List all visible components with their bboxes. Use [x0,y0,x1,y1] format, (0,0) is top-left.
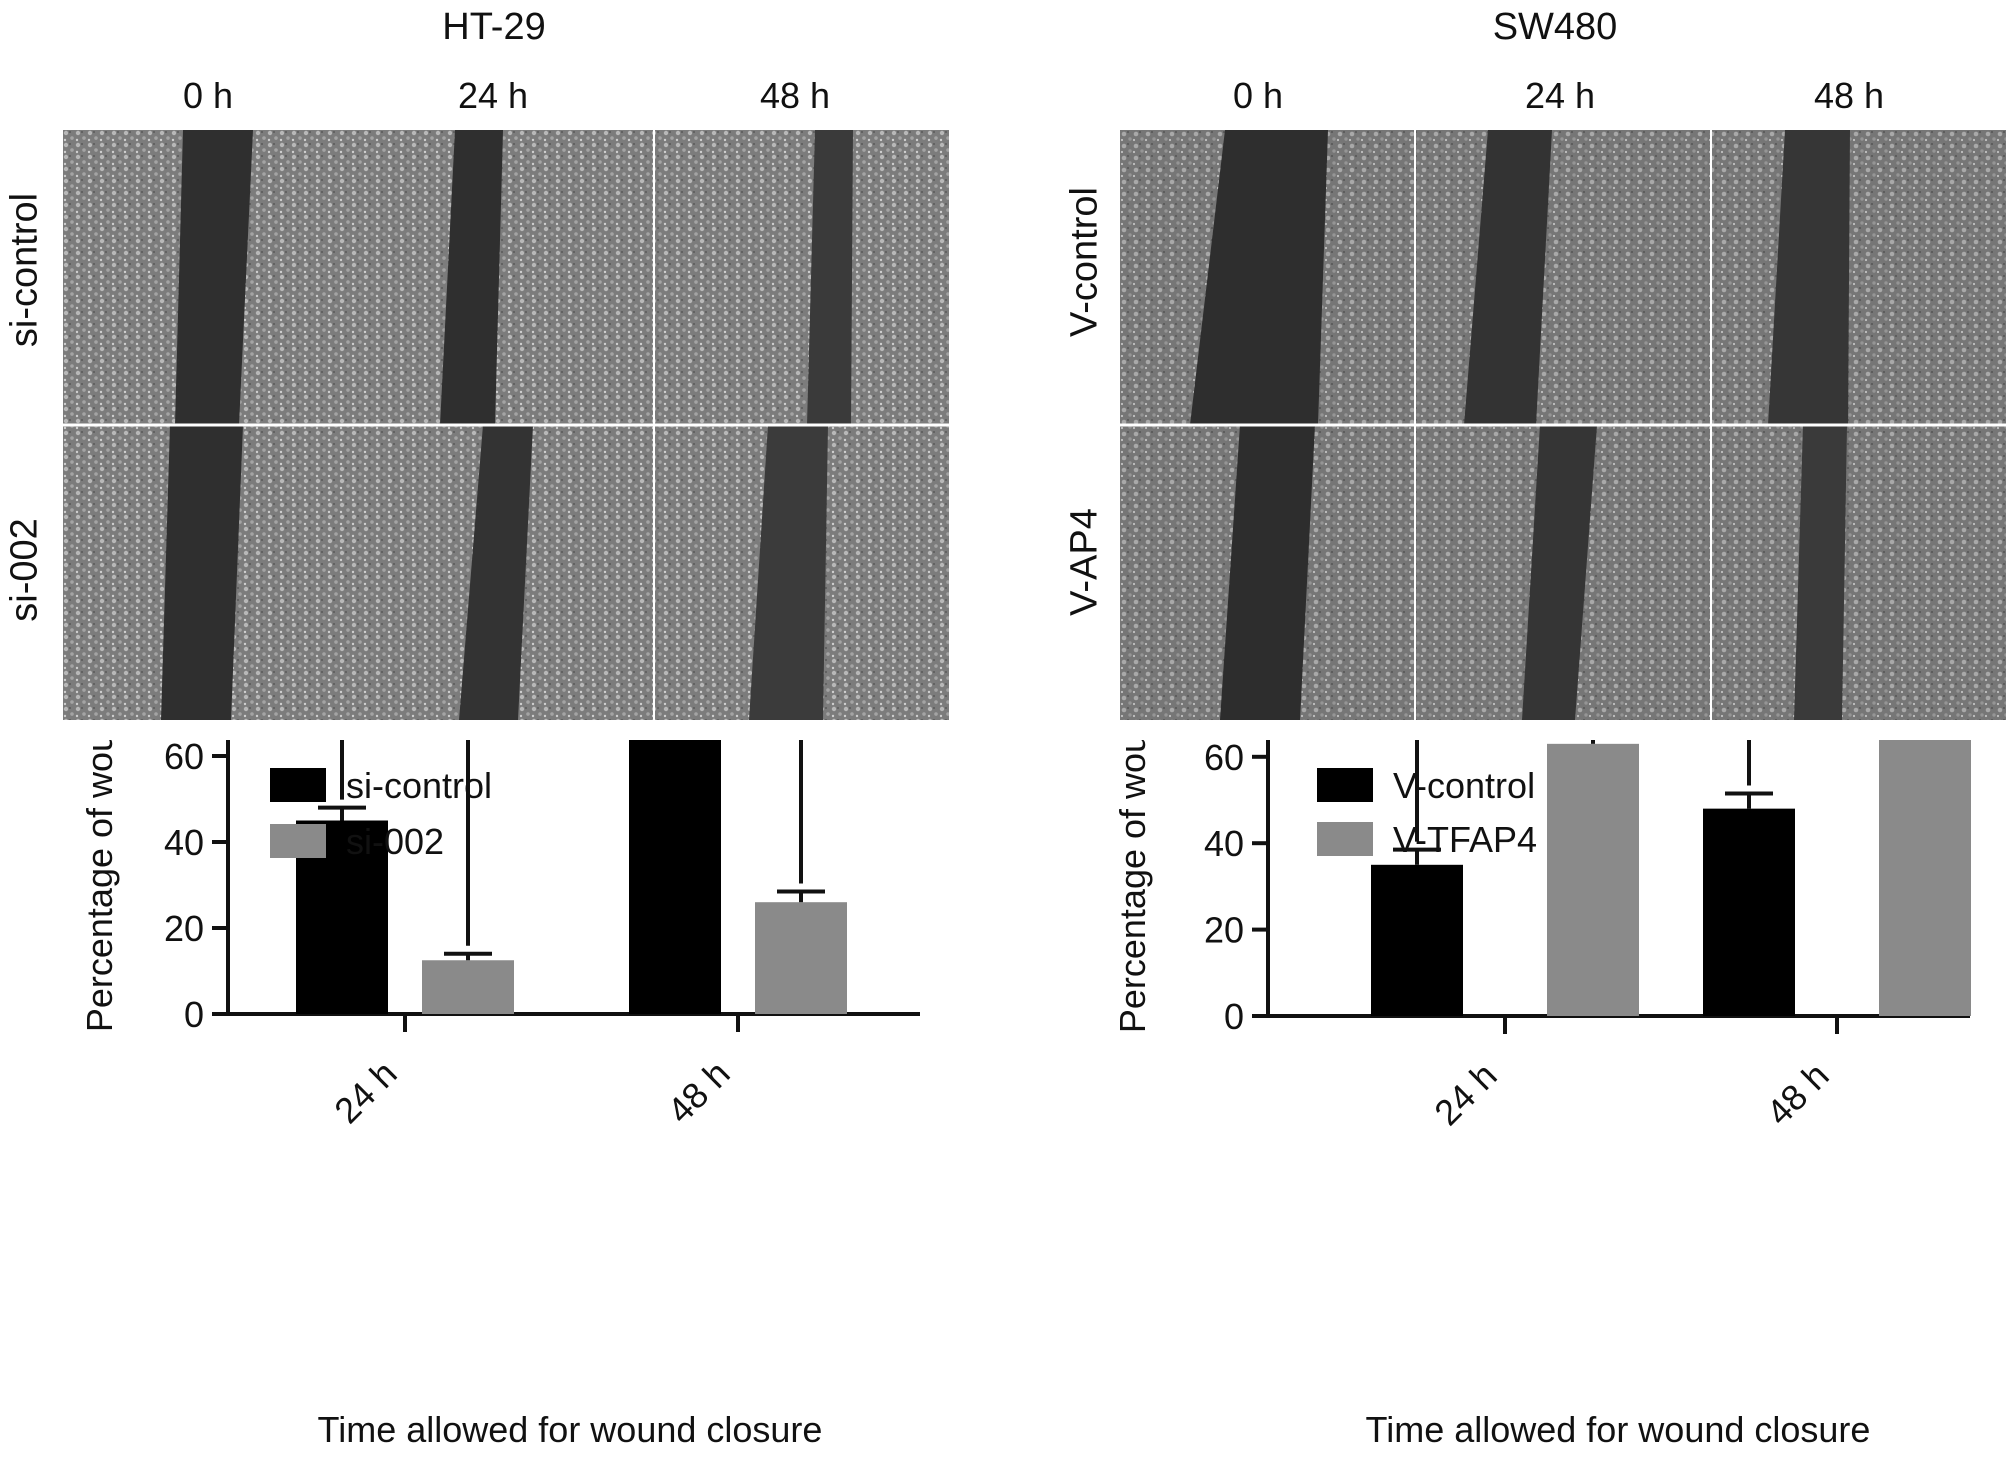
row-label-v-ap4: V-AP4 [1063,508,1106,616]
wound-gap [1768,130,1850,425]
y-tick-label: 20 [164,908,204,949]
wound-gap [1220,425,1315,720]
col-label-right-0h: 0 h [1232,75,1284,116]
wound-gap [1464,130,1552,425]
wound-gap [807,130,853,425]
wound-gap [749,425,828,720]
bar [422,960,514,1014]
legend-swatch [1317,822,1373,856]
wound-gap [1794,425,1847,720]
micrograph-grid-right [1120,130,2006,720]
x-tick-label: 24 h [1426,1055,1505,1134]
y-tick-label: 20 [1204,910,1244,951]
y-tick-label: 0 [1224,996,1244,1037]
y-axis-label: Percentage of wound closure [1112,740,1153,1033]
significance-bracket [1415,740,1419,842]
legend-swatch [270,824,326,858]
legend-label: si-002 [346,821,444,862]
row-label-v-control: V-control [1063,187,1106,337]
x-axis-label: Time allowed for wound closure [1366,1409,1871,1450]
col-label-left-48h: 48 h [759,75,831,116]
wound-gap [440,130,503,425]
panel-title-right: SW480 [1492,6,1618,48]
bar [755,902,847,1014]
col-label-right-24h: 24 h [1524,75,1596,116]
bar-chart-ht29: 020406080100Percentage of wound closure*… [79,740,920,1450]
legend-label: V-control [1393,765,1535,806]
wound-gap [459,425,533,720]
y-axis-label: Percentage of wound closure [79,740,120,1032]
bar [1371,864,1463,1016]
y-tick-label: 60 [164,740,204,777]
x-tick-label: 48 h [659,1053,738,1132]
y-tick-label: 40 [1204,823,1244,864]
bar [1547,743,1639,1016]
significance-bracket [340,740,470,946]
wound-gap [1190,130,1328,425]
bar-chart-sw480: 020406080100Percentage of wound closure*… [1112,740,1971,1450]
col-label-left-0h: 0 h [182,75,234,116]
x-tick-label: 48 h [1758,1055,1837,1134]
legend-swatch [270,768,326,802]
panel-title-left: HT-29 [442,6,546,48]
wound-gap [1522,425,1597,720]
bar [1703,808,1795,1016]
legend-label: V-TFAP4 [1393,819,1537,860]
bar [1879,740,1971,1016]
micrograph-grid-left [63,130,949,720]
bar [629,740,721,1014]
col-label-right-48h: 48 h [1813,75,1885,116]
legend-label: si-control [346,765,492,806]
row-label-si-002: si-002 [3,518,46,622]
row-label-si-control: si-control [3,192,46,348]
y-tick-label: 40 [164,822,204,863]
y-tick-label: 0 [184,994,204,1035]
significance-bracket [799,740,803,884]
col-label-left-24h: 24 h [457,75,529,116]
y-tick-label: 60 [1204,740,1244,778]
x-tick-label: 24 h [326,1053,405,1132]
legend-swatch [1317,768,1373,802]
wound-gap [161,425,243,720]
wound-gap [175,130,253,425]
x-axis-label: Time allowed for wound closure [318,1409,823,1450]
